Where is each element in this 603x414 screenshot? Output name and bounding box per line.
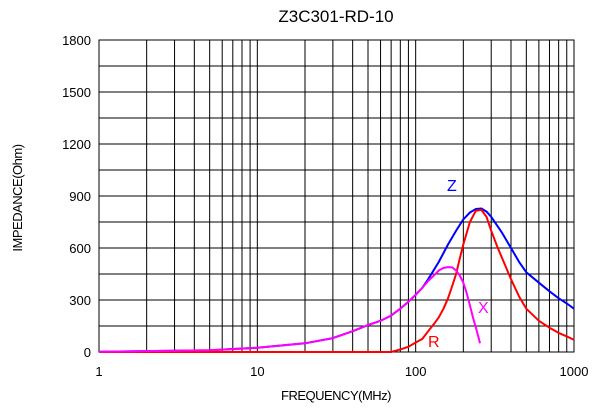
x-tick-label: 100	[405, 364, 427, 379]
y-tick-label: 900	[69, 189, 91, 204]
x-tick-label: 1000	[560, 364, 589, 379]
x-axis-label: FREQUENCY(MHz)	[281, 388, 391, 403]
y-tick-label: 300	[69, 293, 91, 308]
series-label-r: R	[428, 334, 440, 351]
y-tick-label: 0	[84, 345, 91, 360]
series-line-x	[98, 266, 481, 353]
series-label-z: Z	[447, 178, 457, 195]
grid	[99, 40, 574, 352]
series-label-x: X	[478, 300, 489, 317]
y-axis-label: IMPEDANCE(Ohm)	[10, 144, 25, 251]
series-lines	[98, 207, 575, 353]
y-tick-label: 1800	[62, 33, 91, 48]
y-tick-label: 600	[69, 241, 91, 256]
x-tick-label: 10	[250, 364, 264, 379]
series-line-r	[99, 208, 575, 353]
y-axis-ticks: 0 300 600 900 1200 1500 1800	[62, 33, 91, 360]
x-axis-ticks: 1 10 100 1000	[95, 364, 588, 379]
y-tick-label: 1500	[62, 85, 91, 100]
chart-title: Z3C301-RD-10	[278, 7, 393, 26]
series-line-z	[98, 207, 575, 353]
y-tick-label: 1200	[62, 137, 91, 152]
x-tick-label: 1	[95, 364, 102, 379]
